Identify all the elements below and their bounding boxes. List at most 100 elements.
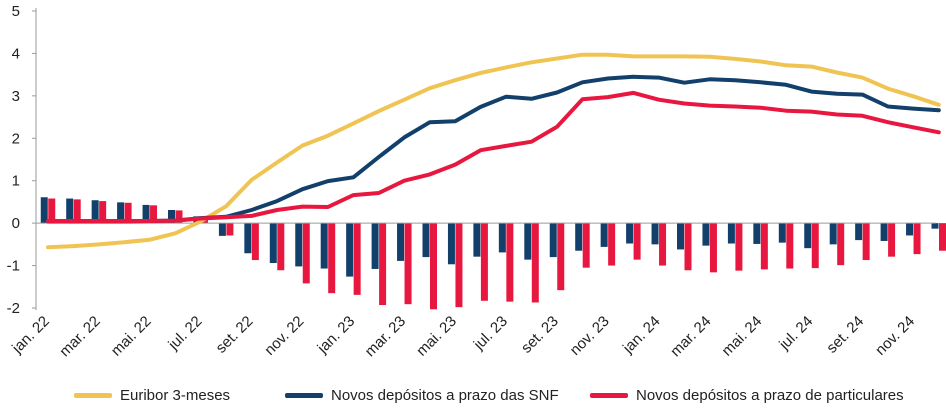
- legend-swatch-snf: [285, 392, 323, 398]
- bar-snf-2: [91, 200, 99, 224]
- legend-label-euribor: Euribor 3-meses: [120, 386, 231, 404]
- bar-particulares-15: [430, 223, 437, 310]
- bar-particulares-5: [175, 210, 183, 224]
- legend-swatch-particulares: [590, 392, 628, 398]
- x-tick-label-10: set. 23: [518, 313, 562, 357]
- bar-snf-8: [244, 223, 252, 254]
- bar-snf-27: [727, 223, 735, 244]
- x-tick-label-13: mar. 24: [667, 313, 714, 360]
- y-tick-label-7: 5: [12, 3, 20, 20]
- bar-snf-30: [804, 223, 812, 249]
- bar-snf-22: [600, 223, 608, 247]
- legend-label-snf: Novos depósitos a prazo das SNF: [331, 386, 559, 404]
- x-tick-label-9: jul. 23: [470, 313, 511, 354]
- bar-particulares-2: [99, 201, 107, 224]
- x-tick-label-15: jul. 24: [775, 313, 816, 354]
- bar-particulares-28: [760, 223, 768, 270]
- x-tick-label-14: mai. 24: [719, 313, 766, 360]
- x-tick-label-17: nov. 24: [872, 313, 918, 359]
- bar-particulares-14: [404, 223, 412, 305]
- bars-layer: [40, 197, 946, 310]
- bar-snf-18: [498, 223, 506, 253]
- x-tick-label-8: mai. 23: [413, 313, 460, 360]
- bar-snf-16: [447, 223, 455, 265]
- bar-particulares-4: [150, 205, 158, 224]
- bar-particulares-12: [353, 223, 361, 295]
- legend-item-euribor: Euribor 3-meses: [74, 384, 230, 406]
- y-tick-label-2: 0: [12, 215, 20, 232]
- bar-snf-11: [320, 223, 328, 269]
- x-tick-label-7: mar. 23: [362, 313, 409, 360]
- y-tick-label-0: -2: [7, 300, 20, 317]
- bar-particulares-31: [837, 223, 845, 266]
- bar-particulares-34: [913, 223, 921, 255]
- x-tick-label-5: nov. 22: [261, 313, 307, 359]
- bar-particulares-17: [480, 223, 488, 301]
- legend: Euribor 3-meses Novos depósitos a prazo …: [0, 380, 946, 414]
- bar-snf-35: [931, 223, 939, 229]
- x-tick-labels: jan. 22 mar. 22 mai. 22 jul. 22 set. 22 nov. …: [8, 313, 918, 360]
- bar-snf-23: [626, 223, 634, 244]
- legend-swatch-euribor: [74, 392, 112, 398]
- y-tick-label-6: 4: [12, 45, 20, 62]
- bar-snf-28: [753, 223, 761, 244]
- x-tick-label-1: mar. 22: [56, 313, 103, 360]
- bar-snf-9: [269, 223, 277, 264]
- bar-snf-13: [371, 223, 379, 269]
- bar-snf-0: [40, 197, 48, 224]
- line-series-euribor: [46, 52, 941, 250]
- bar-snf-4: [142, 204, 150, 224]
- bar-particulares-21: [582, 223, 590, 268]
- bar-snf-20: [549, 223, 557, 258]
- y-tick-label-3: 1: [12, 173, 20, 190]
- bar-snf-21: [575, 223, 583, 251]
- legend-item-snf: Novos depósitos a prazo das SNF: [285, 384, 559, 406]
- bar-snf-33: [880, 223, 888, 241]
- bar-snf-5: [168, 209, 175, 224]
- line-series-particulares: [46, 90, 941, 223]
- bar-particulares-16: [455, 223, 463, 308]
- bar-snf-10: [295, 223, 303, 267]
- bar-particulares-32: [862, 223, 870, 261]
- bar-snf-7: [218, 223, 226, 236]
- bar-snf-34: [906, 223, 914, 236]
- legend-label-particulares: Novos depósitos a prazo de particulares: [636, 386, 904, 404]
- bar-snf-24: [651, 223, 659, 245]
- bar-particulares-18: [506, 223, 514, 302]
- bar-particulares-10: [302, 223, 310, 284]
- y-tick-labels: -2 -1 0 1 2 3 4 5: [7, 3, 20, 317]
- legend-item-particulares: Novos depósitos a prazo de particulares: [590, 384, 904, 406]
- lines-layer: [46, 52, 941, 250]
- x-tick-label-16: set. 24: [823, 313, 867, 357]
- bar-snf-1: [66, 198, 74, 224]
- bar-snf-31: [829, 223, 837, 245]
- bar-particulares-27: [735, 223, 743, 271]
- bar-snf-12: [346, 223, 354, 277]
- bar-snf-19: [524, 223, 532, 260]
- bar-particulares-29: [786, 223, 794, 269]
- x-tick-label-3: jul. 22: [164, 313, 205, 354]
- x-tick-label-0: jan. 22: [8, 313, 53, 358]
- x-tick-label-2: mai. 22: [108, 313, 155, 360]
- bar-snf-25: [677, 223, 684, 250]
- y-tick-label-1: -1: [7, 258, 20, 275]
- bar-snf-17: [473, 223, 481, 257]
- x-tick-label-11: nov. 23: [567, 313, 613, 359]
- bar-particulares-33: [888, 223, 896, 257]
- bar-particulares-3: [124, 202, 132, 224]
- bar-particulares-30: [811, 223, 819, 269]
- x-tick-label-12: jan. 24: [619, 313, 664, 358]
- bar-particulares-0: [48, 198, 56, 224]
- x-tick-label-6: jan. 23: [314, 313, 359, 358]
- bar-snf-26: [702, 223, 710, 246]
- bar-particulares-24: [659, 223, 667, 266]
- bar-particulares-19: [531, 223, 539, 303]
- y-tick-label-4: 2: [12, 130, 20, 147]
- bar-particulares-26: [709, 223, 717, 273]
- bar-particulares-20: [557, 223, 565, 291]
- bar-particulares-13: [379, 223, 387, 306]
- bar-particulares-25: [684, 223, 692, 271]
- x-tick-label-4: set. 22: [213, 313, 257, 357]
- bar-particulares-8: [251, 223, 259, 261]
